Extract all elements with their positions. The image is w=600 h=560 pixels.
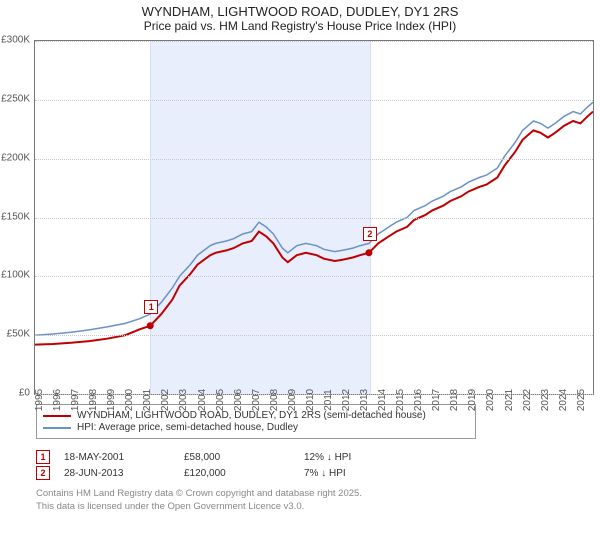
x-tick-label: 2011 [323, 389, 334, 411]
chart-title-2: Price paid vs. HM Land Registry's House … [0, 19, 600, 33]
x-tick-label: 2017 [431, 389, 442, 411]
x-tick-label: 2019 [467, 389, 478, 411]
x-tick-label: 2015 [395, 389, 406, 411]
y-tick-label: £150K [1, 211, 30, 222]
sale-row: 2 28-JUN-2013 £120,000 7% ↓ HPI [36, 466, 424, 480]
sale-price-2: £120,000 [184, 468, 304, 479]
gridline [35, 41, 593, 42]
x-tick-label: 2000 [124, 389, 135, 411]
sale-date-2: 28-JUN-2013 [64, 468, 184, 479]
y-tick-label: £300K [1, 35, 30, 46]
x-tick-label: 2002 [160, 389, 171, 411]
gridline [35, 159, 593, 160]
sale-date-1: 18-MAY-2001 [64, 452, 184, 463]
event-dot [147, 322, 154, 329]
x-tick-label: 2022 [522, 389, 533, 411]
legend-label-price-paid: WYNDHAM, LIGHTWOOD ROAD, DUDLEY, DY1 2RS… [77, 410, 426, 421]
x-tick-label: 2016 [413, 389, 424, 411]
legend-swatch-hpi [43, 427, 71, 429]
gridline [35, 218, 593, 219]
event-dot [365, 249, 372, 256]
sale-marker-1: 1 [36, 450, 50, 464]
event-marker: 2 [363, 227, 377, 241]
footer-line-2: This data is licensed under the Open Gov… [36, 501, 362, 514]
sales-table: 1 18-MAY-2001 £58,000 12% ↓ HPI 2 28-JUN… [36, 448, 424, 482]
x-tick-label: 2018 [449, 389, 460, 411]
y-tick-label: £50K [7, 329, 30, 340]
y-tick-label: £200K [1, 152, 30, 163]
x-tick-label: 2013 [359, 389, 370, 411]
x-tick-label: 1995 [34, 389, 45, 411]
footer: Contains HM Land Registry data © Crown c… [36, 488, 362, 514]
x-tick-label: 1996 [52, 389, 63, 411]
x-tick-label: 1997 [70, 389, 81, 411]
chart-title-1: WYNDHAM, LIGHTWOOD ROAD, DUDLEY, DY1 2RS [0, 4, 600, 19]
y-tick-label: £100K [1, 270, 30, 281]
legend-label-hpi: HPI: Average price, semi-detached house,… [77, 422, 298, 433]
x-tick-label: 2009 [287, 389, 298, 411]
x-tick-label: 2023 [540, 389, 551, 411]
sale-vs-hpi-2: 7% ↓ HPI [304, 468, 424, 479]
legend-item-hpi: HPI: Average price, semi-detached house,… [43, 422, 469, 433]
y-tick-label: £0 [19, 388, 30, 399]
sale-row: 1 18-MAY-2001 £58,000 12% ↓ HPI [36, 450, 424, 464]
legend-swatch-price-paid [43, 415, 71, 417]
event-marker: 1 [144, 300, 158, 314]
sale-vs-hpi-1: 12% ↓ HPI [304, 452, 424, 463]
x-tick-label: 2024 [558, 389, 569, 411]
x-tick-label: 2005 [215, 389, 226, 411]
x-tick-label: 2025 [576, 389, 587, 411]
gridline [35, 335, 593, 336]
x-tick-label: 2004 [197, 389, 208, 411]
x-tick-label: 2021 [504, 389, 515, 411]
footer-line-1: Contains HM Land Registry data © Crown c… [36, 488, 362, 501]
x-tick-label: 2010 [305, 389, 316, 411]
series-price_paid [35, 112, 593, 345]
x-tick-label: 2007 [251, 389, 262, 411]
x-tick-label: 2001 [142, 389, 153, 411]
x-tick-label: 2003 [178, 389, 189, 411]
x-tick-label: 2012 [341, 389, 352, 411]
sale-price-1: £58,000 [184, 452, 304, 463]
x-tick-label: 1999 [106, 389, 117, 411]
x-tick-label: 1998 [88, 389, 99, 411]
x-tick-label: 2008 [269, 389, 280, 411]
x-tick-label: 2020 [485, 389, 496, 411]
chart-plot-area: 12 [34, 40, 594, 395]
gridline [35, 276, 593, 277]
gridline [35, 100, 593, 101]
x-tick-label: 2006 [233, 389, 244, 411]
y-tick-label: £250K [1, 93, 30, 104]
x-tick-label: 2014 [377, 389, 388, 411]
series-hpi [35, 102, 593, 335]
sale-marker-2: 2 [36, 466, 50, 480]
legend-item-price-paid: WYNDHAM, LIGHTWOOD ROAD, DUDLEY, DY1 2RS… [43, 410, 469, 421]
